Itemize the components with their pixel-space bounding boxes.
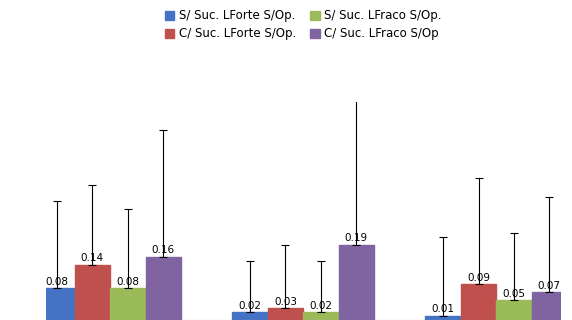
Text: 0.09: 0.09 [467, 273, 490, 283]
Legend: S/ Suc. LForte S/Op., C/ Suc. LForte S/Op., S/ Suc. LFraco S/Op., C/ Suc. LFraco: S/ Suc. LForte S/Op., C/ Suc. LForte S/O… [161, 6, 446, 44]
Text: 0.19: 0.19 [345, 233, 368, 243]
Bar [145, 257, 181, 320]
Bar [268, 308, 303, 320]
Bar [531, 292, 567, 320]
Bar [232, 312, 268, 320]
Bar [39, 288, 75, 320]
Text: 0.16: 0.16 [152, 245, 175, 255]
Text: 0.02: 0.02 [239, 300, 261, 310]
Text: 0.08: 0.08 [46, 277, 69, 287]
Text: 0.05: 0.05 [502, 289, 526, 299]
Bar [426, 316, 461, 320]
Text: 0.03: 0.03 [274, 297, 297, 307]
Text: 0.07: 0.07 [538, 281, 561, 291]
Bar [461, 284, 496, 320]
Bar [110, 288, 145, 320]
Text: 0.14: 0.14 [81, 253, 104, 263]
Bar [496, 300, 531, 320]
Bar [75, 265, 110, 320]
Text: 0.08: 0.08 [116, 277, 140, 287]
Bar [339, 245, 374, 320]
Bar [303, 312, 339, 320]
Text: 0.02: 0.02 [309, 300, 332, 310]
Text: 0.01: 0.01 [432, 304, 455, 315]
